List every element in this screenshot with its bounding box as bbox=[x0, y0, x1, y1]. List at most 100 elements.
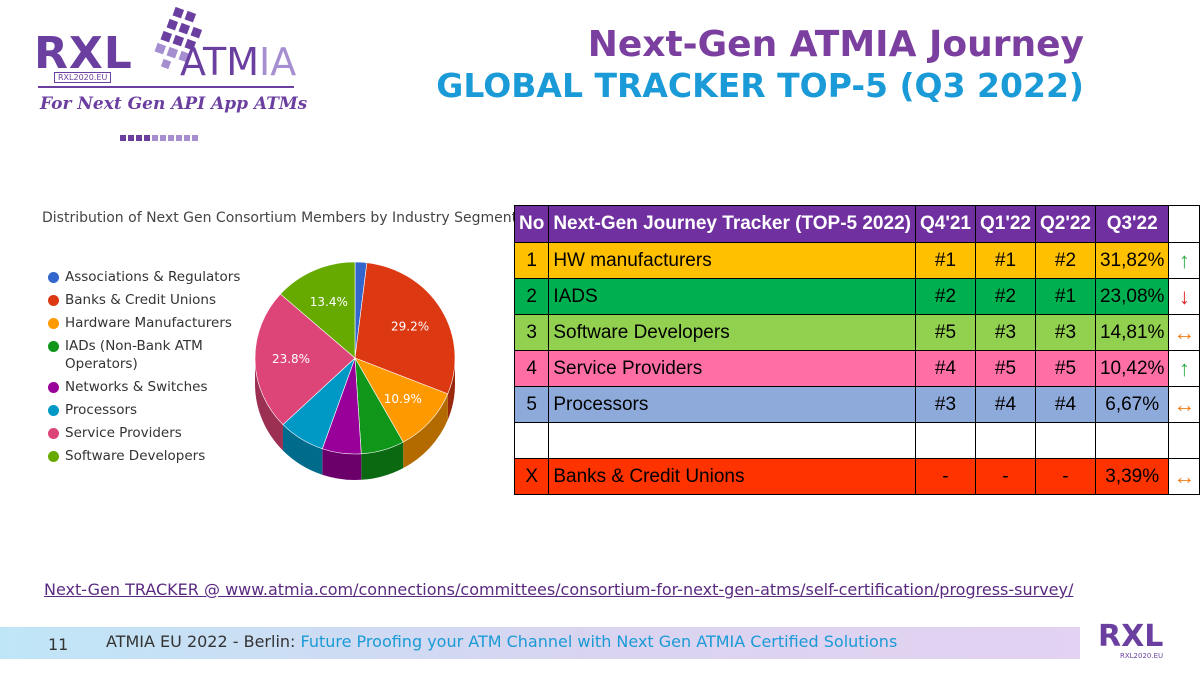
header-trend bbox=[1168, 205, 1200, 243]
footer-logo-text: RXL bbox=[1098, 619, 1164, 654]
chart-title: Distribution of Next Gen Consortium Memb… bbox=[42, 210, 518, 226]
legend-item: Hardware Manufacturers bbox=[48, 314, 248, 332]
trend-flat-icon: ↔ bbox=[1168, 386, 1200, 423]
legend-swatch bbox=[48, 405, 59, 416]
header-q3-22: Q3'22 bbox=[1094, 205, 1170, 243]
logo-atmia-text: ATMIA bbox=[180, 40, 296, 84]
cell-q3-22 bbox=[1094, 422, 1170, 459]
table-row: 5 Processors #3 #4 #4 6,67% ↔ bbox=[513, 386, 1200, 423]
cell-name: IADS bbox=[548, 278, 916, 315]
legend-swatch bbox=[48, 295, 59, 306]
table-row: X Banks & Credit Unions - - - 3,39% ↔ bbox=[513, 458, 1200, 495]
cell-q4-21: #3 bbox=[914, 386, 976, 423]
legend-item: Banks & Credit Unions bbox=[48, 291, 248, 309]
cell-name: Service Providers bbox=[548, 350, 916, 387]
cell-no: 1 bbox=[513, 242, 550, 279]
table-row-empty bbox=[513, 422, 1200, 459]
legend-item: Processors bbox=[48, 401, 248, 419]
cell-no bbox=[513, 422, 550, 459]
pie-slice-side bbox=[447, 358, 455, 420]
cell-q3-22: 3,39% bbox=[1094, 458, 1170, 495]
cell-no: 3 bbox=[513, 314, 550, 351]
legend-label: Hardware Manufacturers bbox=[65, 315, 232, 331]
trend-flat-icon: ↔ bbox=[1168, 458, 1200, 495]
table-row: 4 Service Providers #4 #5 #5 10,42% ↑ bbox=[513, 350, 1200, 387]
cell-q1-22: #3 bbox=[974, 314, 1036, 351]
legend-swatch bbox=[48, 428, 59, 439]
cell-q1-22: #5 bbox=[974, 350, 1036, 387]
cell-name: Processors bbox=[548, 386, 916, 423]
legend-label: IADs (Non-Bank ATM Operators) bbox=[65, 338, 203, 372]
pie-slice-side bbox=[282, 424, 323, 475]
pie-slice bbox=[254, 293, 356, 426]
page-number: 11 bbox=[48, 635, 69, 654]
pie-slice-side bbox=[322, 448, 362, 480]
legend-label: Associations & Regulators bbox=[65, 269, 241, 285]
cell-q4-21: #5 bbox=[914, 314, 976, 351]
pie-slice-side bbox=[255, 358, 283, 451]
pie-data-label: 29.2% bbox=[391, 320, 429, 334]
cell-no: 2 bbox=[513, 278, 550, 315]
pie-data-label: 10.9% bbox=[384, 392, 422, 406]
cell-trend bbox=[1168, 422, 1200, 459]
cell-q4-21: #1 bbox=[914, 242, 976, 279]
cell-name: Software Developers bbox=[548, 314, 916, 351]
cell-q4-21 bbox=[914, 422, 976, 459]
cell-q3-22: 6,67% bbox=[1094, 386, 1170, 423]
footer-text: ATMIA EU 2022 - Berlin: Future Proofing … bbox=[106, 632, 897, 651]
legend-swatch bbox=[48, 341, 59, 352]
legend-label: Networks & Switches bbox=[65, 379, 208, 395]
logo-squares-icon bbox=[154, 6, 203, 70]
header-q2-22: Q2'22 bbox=[1034, 205, 1096, 243]
cell-q2-22: - bbox=[1034, 458, 1096, 495]
cell-q1-22: #4 bbox=[974, 386, 1036, 423]
page-title: Next-Gen ATMIA Journey bbox=[587, 24, 1084, 65]
cell-q3-22: 31,82% bbox=[1094, 242, 1170, 279]
legend-label: Service Providers bbox=[65, 425, 182, 441]
trend-flat-icon: ↔ bbox=[1168, 314, 1200, 351]
cell-q2-22: #1 bbox=[1034, 278, 1096, 315]
legend-label: Processors bbox=[65, 402, 138, 418]
footer-logo-subtext: RXL2020.EU bbox=[1120, 652, 1164, 660]
pie-slice-side bbox=[361, 442, 404, 480]
cell-q3-22: 10,42% bbox=[1094, 350, 1170, 387]
footer-text-prefix: ATMIA EU 2022 - Berlin: bbox=[106, 632, 301, 651]
logo-rxl-text: RXL bbox=[34, 28, 133, 79]
cell-name: Banks & Credit Unions bbox=[548, 458, 916, 495]
cell-no: 5 bbox=[513, 386, 550, 423]
pie-slice bbox=[279, 261, 356, 359]
table-row: 3 Software Developers #5 #3 #3 14,81% ↔ bbox=[513, 314, 1200, 351]
table-header-row: No Next-Gen Journey Tracker (TOP-5 2022)… bbox=[513, 205, 1200, 243]
cell-q1-22 bbox=[974, 422, 1036, 459]
legend-label: Banks & Credit Unions bbox=[65, 292, 216, 308]
footer-text-highlight: Future Proofing your ATM Channel with Ne… bbox=[300, 632, 898, 651]
trend-down-icon: ↓ bbox=[1168, 278, 1200, 315]
tracker-link[interactable]: Next-Gen TRACKER @ www.atmia.com/connect… bbox=[44, 580, 1074, 599]
legend-swatch bbox=[48, 272, 59, 283]
legend-item: Networks & Switches bbox=[48, 378, 248, 396]
cell-q3-22: 14,81% bbox=[1094, 314, 1170, 351]
legend-item: Service Providers bbox=[48, 424, 248, 442]
legend-item: Software Developers bbox=[48, 447, 248, 465]
header-tracker: Next-Gen Journey Tracker (TOP-5 2022) bbox=[548, 205, 916, 243]
legend-item: IADs (Non-Bank ATM Operators) bbox=[48, 337, 248, 373]
page-subtitle: GLOBAL TRACKER TOP-5 (Q3 2022) bbox=[436, 66, 1084, 105]
footer-logo: RXL RXL2020.EU bbox=[1098, 622, 1168, 666]
logo-subtext: RXL2020.EU bbox=[54, 72, 112, 83]
chart-legend: Associations & Regulators Banks & Credit … bbox=[48, 268, 248, 470]
legend-swatch bbox=[48, 451, 59, 462]
logo-divider bbox=[38, 86, 294, 88]
legend-label: Software Developers bbox=[65, 448, 206, 464]
pie-chart: 29.2% 10.9% 23.8% 13.4% bbox=[254, 261, 456, 480]
tracker-table: No Next-Gen Journey Tracker (TOP-5 2022)… bbox=[513, 205, 1200, 495]
cell-q3-22: 23,08% bbox=[1094, 278, 1170, 315]
pie-data-label: 23.8% bbox=[272, 352, 310, 366]
cell-name bbox=[548, 422, 916, 459]
trend-up-icon: ↑ bbox=[1168, 350, 1200, 387]
pie-slice bbox=[354, 357, 449, 443]
legend-item: Associations & Regulators bbox=[48, 268, 248, 286]
cell-name: HW manufacturers bbox=[548, 242, 916, 279]
table-row: 2 IADS #2 #2 #1 23,08% ↓ bbox=[513, 278, 1200, 315]
legend-swatch bbox=[48, 382, 59, 393]
cell-q1-22: #1 bbox=[974, 242, 1036, 279]
